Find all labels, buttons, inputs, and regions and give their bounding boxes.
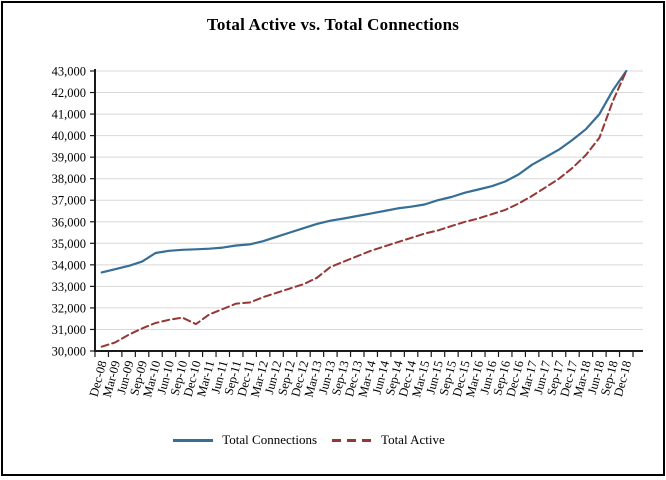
y-tick-label: 42,000 bbox=[52, 86, 86, 100]
y-tick-label: 36,000 bbox=[52, 215, 86, 229]
legend: Total Connections Total Active bbox=[3, 432, 615, 448]
legend-label-total-active: Total Active bbox=[381, 432, 445, 447]
series-line-total-active bbox=[100, 70, 628, 348]
y-axis-labels: 30,000 31,000 32,000 33,000 34,000 35,000 36,0… bbox=[52, 65, 86, 359]
y-tick-label: 39,000 bbox=[52, 151, 86, 165]
y-tick-label: 31,000 bbox=[52, 323, 86, 337]
y-tick-label: 32,000 bbox=[52, 301, 86, 315]
legend-item-total-active: Total Active bbox=[332, 432, 445, 448]
series-line-total-connections bbox=[100, 69, 628, 274]
y-tick-label: 34,000 bbox=[52, 258, 86, 272]
legend-item-total-connections: Total Connections bbox=[173, 432, 317, 448]
y-tick-label: 41,000 bbox=[52, 108, 86, 122]
legend-dashed-line-icon bbox=[332, 438, 373, 442]
y-tick-label: 40,000 bbox=[52, 129, 86, 143]
y-tick-label: 37,000 bbox=[52, 194, 86, 208]
legend-solid-line-icon bbox=[173, 438, 214, 442]
y-tick-label: 30,000 bbox=[52, 345, 86, 359]
x-axis-labels: Dec-08Mar-09Jun-09Sep-09Mar-10Jun-10Sep-… bbox=[87, 358, 635, 398]
y-tick-label: 33,000 bbox=[52, 280, 86, 294]
chart-title: Total Active vs. Total Connections bbox=[206, 15, 460, 34]
y-tick-label: 38,000 bbox=[52, 172, 86, 186]
y-tick-label: 35,000 bbox=[52, 237, 86, 251]
gridlines bbox=[95, 70, 643, 352]
legend-label-total-connections: Total Connections bbox=[222, 432, 318, 447]
chart-plot-area: 30,000 31,000 32,000 33,000 34,000 35,000 36,0… bbox=[52, 65, 643, 399]
y-tick-label: 43,000 bbox=[52, 65, 86, 79]
